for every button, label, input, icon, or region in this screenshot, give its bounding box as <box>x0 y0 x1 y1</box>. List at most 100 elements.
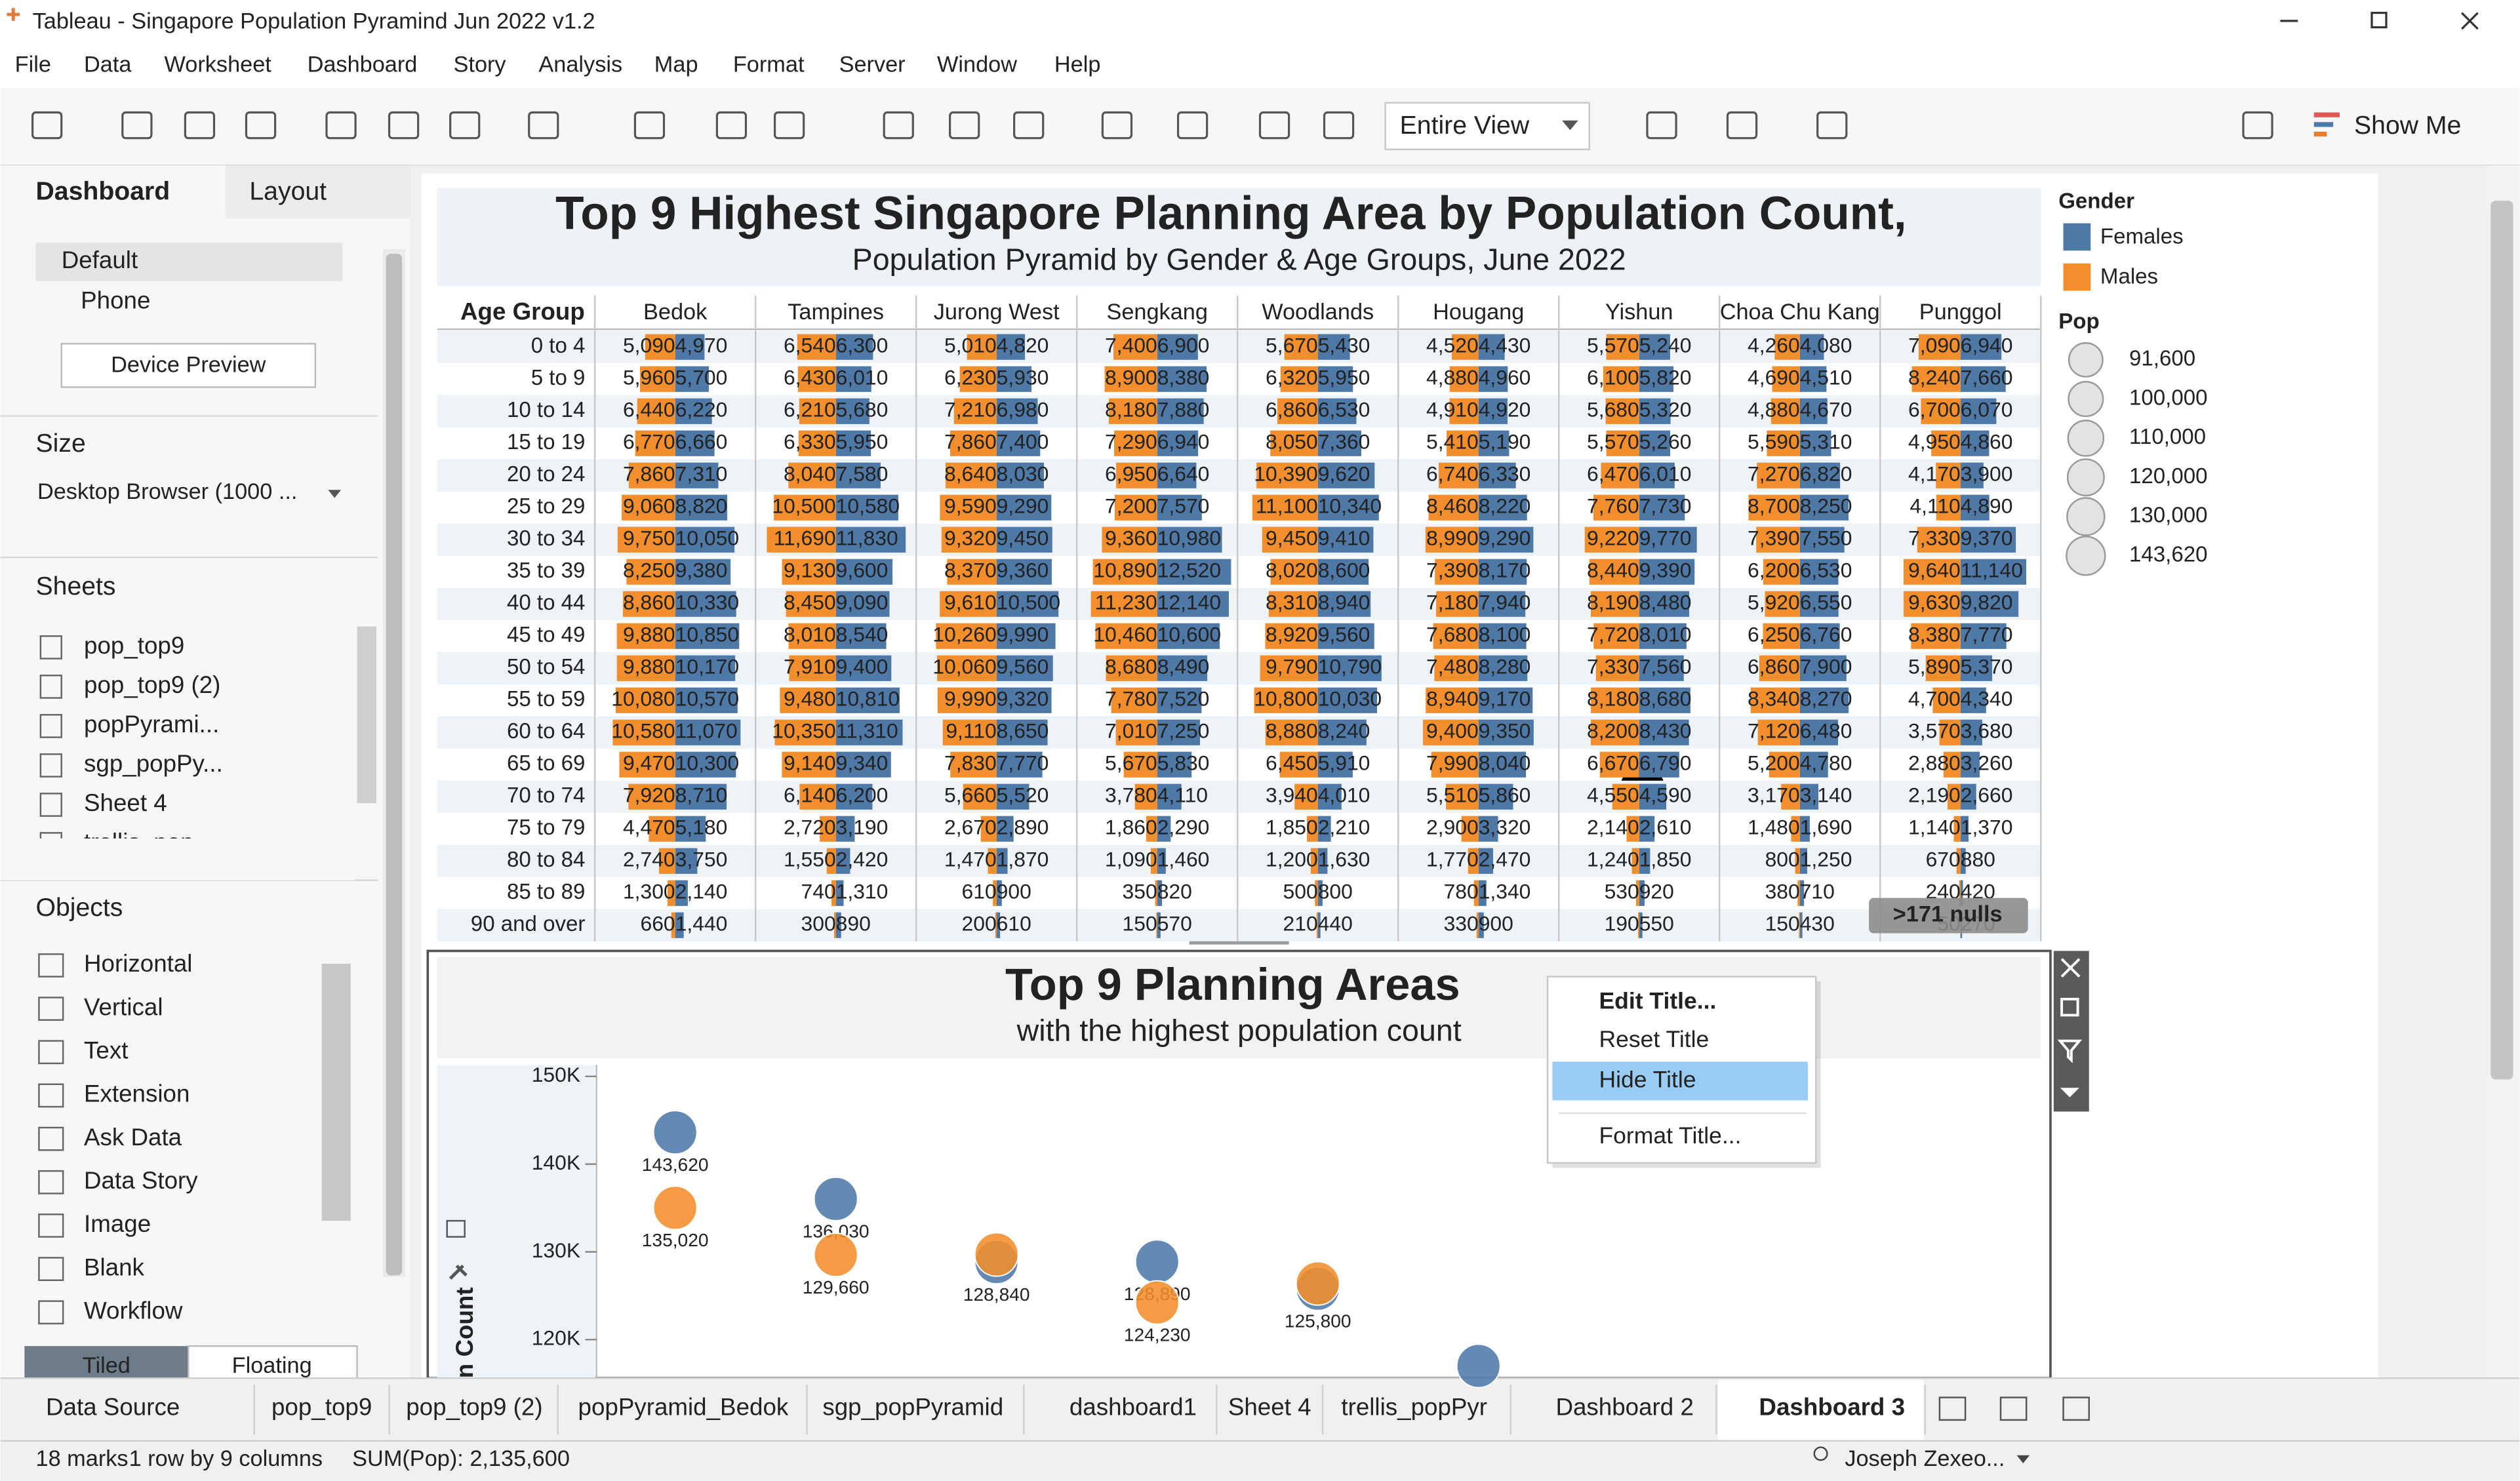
scatter-point[interactable] <box>1134 1239 1180 1284</box>
scatter-point[interactable] <box>652 1110 698 1155</box>
toolbar-icon[interactable] <box>31 111 63 140</box>
sheet-tab[interactable]: Dashboard 2 <box>1555 1393 1693 1420</box>
menu-item[interactable]: Story <box>454 52 507 77</box>
scatter-point[interactable] <box>652 1185 698 1231</box>
menu-item[interactable]: Format <box>733 52 805 77</box>
panel-scroll-thumb[interactable] <box>386 254 403 1276</box>
toolbar-icon[interactable] <box>633 111 666 140</box>
object-item[interactable]: Ask Data <box>84 1124 182 1151</box>
menu-option[interactable]: Format Title... <box>1599 1122 1741 1149</box>
toolbar-icon[interactable] <box>1323 111 1355 140</box>
menu-option[interactable]: Hide Title <box>1599 1066 1696 1092</box>
menu-item[interactable]: Dashboard <box>308 52 418 77</box>
toolbar-icon[interactable] <box>1101 111 1133 140</box>
layout-mode[interactable]: Floating <box>232 1353 312 1378</box>
toolbar-icon[interactable] <box>1646 111 1677 140</box>
menu-item[interactable]: Analysis <box>538 52 622 77</box>
toolbar-icon[interactable] <box>245 111 277 140</box>
sheet-tab[interactable]: Sheet 4 <box>1228 1393 1311 1420</box>
sheet-tab[interactable]: Data Source <box>46 1393 180 1420</box>
toolbar-icon[interactable] <box>184 111 216 140</box>
object-item[interactable]: Blank <box>84 1254 145 1280</box>
size-value[interactable]: Desktop Browser (1000 ... <box>37 479 298 504</box>
scroll-thumb[interactable] <box>2490 201 2513 1080</box>
object-item[interactable]: Vertical <box>84 993 163 1020</box>
toolbar-icon[interactable] <box>1258 111 1290 140</box>
menu-highlight[interactable] <box>1552 1061 1808 1101</box>
sheet-tab[interactable]: pop_top9 (2) <box>406 1393 542 1420</box>
toolbar-icon[interactable] <box>121 111 153 140</box>
legend-label[interactable]: Males <box>2100 265 2158 289</box>
scatter-point[interactable] <box>974 1232 1019 1277</box>
scatter-point[interactable] <box>813 1232 858 1278</box>
panel-tab[interactable]: Layout <box>249 177 327 205</box>
scatter-point[interactable] <box>1134 1280 1180 1325</box>
scatter-point[interactable] <box>1295 1261 1340 1306</box>
toolbar-icon[interactable] <box>388 111 420 140</box>
toolbar-icon[interactable] <box>1176 111 1209 140</box>
scatter-point[interactable] <box>813 1176 858 1221</box>
toolbar-icon[interactable] <box>773 111 805 140</box>
sheet-tab[interactable]: popPyramid_Bedok <box>578 1393 789 1420</box>
objects-scroll-thumb[interactable] <box>321 964 351 1221</box>
menu-item[interactable]: Server <box>839 52 906 77</box>
menu-item[interactable]: Window <box>937 52 1017 77</box>
toolbar-icon[interactable] <box>1013 111 1045 140</box>
new-sheet-icon[interactable] <box>2062 1396 2090 1421</box>
toolbar-icon[interactable] <box>715 111 748 140</box>
new-sheet-icon[interactable] <box>1938 1396 1967 1421</box>
sheet-tab[interactable]: sgp_popPyramid <box>822 1393 1003 1420</box>
nulls-badge[interactable] <box>1869 898 2028 934</box>
sheet-item[interactable]: pop_top9 <box>84 632 184 659</box>
show-me[interactable]: Show Me <box>2354 111 2461 140</box>
sheet-tab[interactable]: pop_top9 <box>271 1393 372 1420</box>
menu-item[interactable]: File <box>15 52 51 77</box>
layout-mode[interactable]: Tiled <box>83 1353 130 1378</box>
user-name[interactable]: Joseph Zexeo... <box>1845 1446 2005 1471</box>
fit-value[interactable]: Entire View <box>1400 111 1530 140</box>
new-sheet-icon[interactable] <box>1999 1396 2028 1421</box>
menu-item[interactable]: Map <box>654 52 698 77</box>
sheet-tab[interactable]: dashboard1 <box>1070 1393 1197 1420</box>
toolbar-icon[interactable] <box>449 111 481 140</box>
toolbar-icon[interactable] <box>883 111 914 140</box>
device-preview[interactable]: Device Preview <box>111 353 266 378</box>
legend-label[interactable]: Females <box>2100 224 2184 248</box>
menu-item[interactable]: Worksheet <box>165 52 272 77</box>
toolbar-icon[interactable] <box>1726 111 1758 140</box>
device[interactable]: Phone <box>81 286 150 313</box>
toolbar-icon[interactable] <box>528 111 559 140</box>
nulls-indicator[interactable]: >171 nulls <box>1893 902 2003 927</box>
fit-dropdown[interactable] <box>1384 102 1590 151</box>
sheet-tab[interactable]: Dashboard 3 <box>1759 1393 1905 1420</box>
panel-tab[interactable]: Dashboard <box>36 177 170 205</box>
object-item[interactable]: Data Story <box>84 1167 198 1194</box>
menu-item[interactable]: Data <box>84 52 132 77</box>
object-item[interactable]: Image <box>84 1210 151 1237</box>
floating-button[interactable] <box>188 1345 358 1379</box>
device-preview-button[interactable] <box>60 343 317 388</box>
scatter-point[interactable] <box>1456 1343 1501 1389</box>
toolbar-icon[interactable] <box>2242 111 2273 140</box>
object-item[interactable]: Extension <box>84 1080 190 1107</box>
toolbar-icon[interactable] <box>1816 111 1848 140</box>
sheet-tab[interactable]: trellis_popPyr <box>1341 1393 1487 1420</box>
tiled-button[interactable] <box>24 1346 189 1379</box>
menu-option[interactable]: Edit Title... <box>1599 987 1716 1014</box>
device[interactable]: Default <box>62 247 138 273</box>
sheet-item[interactable]: sgp_popPy... <box>84 750 223 777</box>
floating-toolbar-icons[interactable] <box>2057 958 2083 1097</box>
menu-option[interactable]: Reset Title <box>1599 1026 1709 1052</box>
object-item[interactable]: Workflow <box>84 1297 183 1324</box>
object-item[interactable]: Text <box>84 1037 128 1064</box>
sheet-item[interactable]: popPyrami... <box>84 711 219 738</box>
legend-swatch[interactable] <box>2063 223 2091 251</box>
object-item[interactable]: Horizontal <box>84 950 192 977</box>
sheet-item[interactable]: pop_top9 (2) <box>84 671 220 698</box>
legend-swatch[interactable] <box>2063 263 2091 291</box>
dropdown-arrow[interactable] <box>2016 1455 2030 1464</box>
sheet-item[interactable]: Sheet 4 <box>84 789 167 816</box>
toolbar-icon[interactable] <box>325 111 357 140</box>
toolbar-icon[interactable] <box>949 111 980 140</box>
layout-tab[interactable] <box>225 165 410 219</box>
